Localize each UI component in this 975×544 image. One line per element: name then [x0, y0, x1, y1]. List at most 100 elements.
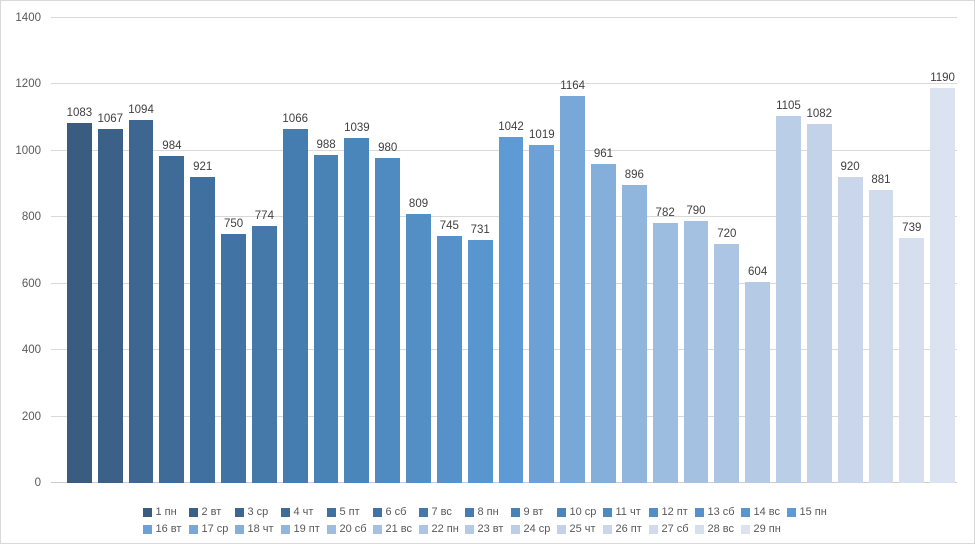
- bar-14-вс[interactable]: 731: [467, 224, 493, 483]
- legend-label: 6 сб: [385, 506, 407, 518]
- bar-value-label: 988: [316, 138, 336, 151]
- legend-item-23-вт[interactable]: 23 вт: [464, 523, 511, 536]
- bar-value-label: 1067: [97, 112, 124, 125]
- bar-value-label: 881: [871, 174, 891, 187]
- bar-value-label: 1019: [529, 128, 555, 141]
- bar-19-пт[interactable]: 896: [621, 169, 647, 483]
- bar-9-вт[interactable]: 988: [313, 139, 339, 483]
- legend-swatch: [142, 525, 152, 534]
- legend-label: 9 вт: [523, 506, 544, 518]
- legend-label: 16 вт: [155, 523, 182, 535]
- bar-25-чт[interactable]: 1082: [806, 108, 832, 483]
- legend-item-27-сб[interactable]: 27 сб: [648, 523, 695, 536]
- bar-20-сб[interactable]: 782: [652, 207, 678, 483]
- bar-value-label: 750: [223, 217, 244, 230]
- bar-26-пт[interactable]: 920: [837, 161, 863, 483]
- legend-item-1-пн[interactable]: 1 пн: [142, 506, 189, 519]
- bar-17-ср[interactable]: 1164: [560, 80, 586, 483]
- legend-item-28-вс[interactable]: 28 вс: [694, 523, 741, 536]
- legend-item-29-пн[interactable]: 29 пн: [740, 523, 787, 536]
- legend-item-24-ср[interactable]: 24 ср: [510, 523, 557, 536]
- legend-label: 17 ср: [201, 523, 229, 535]
- bar-value-label: 1066: [282, 112, 308, 125]
- legend-item-18-чт[interactable]: 18 чт: [234, 523, 281, 536]
- legend-swatch: [372, 508, 382, 517]
- bar-13-сб[interactable]: 745: [436, 220, 462, 483]
- legend-item-13-сб[interactable]: 13 сб: [694, 506, 741, 519]
- bar-29-пн[interactable]: 1190: [930, 72, 956, 483]
- legend-item-3-ср[interactable]: 3 ср: [234, 506, 281, 519]
- legend-label: 7 вс: [431, 506, 452, 518]
- legend-item-8-пн[interactable]: 8 пн: [464, 506, 511, 519]
- bar-2-вт[interactable]: 1067: [97, 113, 123, 483]
- bar-15-пн[interactable]: 1042: [498, 121, 524, 483]
- y-tick-label-0: 0: [34, 477, 41, 489]
- legend-swatch: [280, 525, 290, 534]
- legend-label: 20 сб: [339, 523, 367, 535]
- legend-item-10-ср[interactable]: 10 ср: [556, 506, 603, 519]
- legend-label: 22 пн: [431, 523, 459, 535]
- legend-item-6-сб[interactable]: 6 сб: [372, 506, 419, 519]
- bar-27-сб[interactable]: 881: [868, 174, 894, 483]
- bar-5-пт[interactable]: 921: [190, 161, 216, 483]
- bar-value-label: 790: [686, 204, 706, 217]
- legend-item-2-вт[interactable]: 2 вт: [188, 506, 235, 519]
- legend-item-17-ср[interactable]: 17 ср: [188, 523, 235, 536]
- bar-11-чт[interactable]: 980: [375, 142, 401, 483]
- legend-item-20-сб[interactable]: 20 сб: [326, 523, 373, 536]
- legend-label: 11 чт: [615, 506, 641, 518]
- bar-value-label: 1039: [344, 121, 370, 134]
- bar-28-вс[interactable]: 739: [899, 222, 925, 483]
- legend-label: 10 ср: [569, 506, 597, 518]
- legend-item-4-чт[interactable]: 4 чт: [280, 506, 327, 519]
- bar-1-пн[interactable]: 1083: [67, 107, 92, 483]
- legend-item-7-вс[interactable]: 7 вс: [418, 506, 465, 519]
- legend-label: 27 сб: [661, 523, 689, 535]
- legend-item-11-чт[interactable]: 11 чт: [602, 506, 649, 519]
- bar-10-ср[interactable]: 1039: [344, 122, 370, 483]
- legend-swatch: [418, 508, 428, 517]
- bar-value-label: 1082: [806, 107, 833, 120]
- legend-item-12-пт[interactable]: 12 пт: [648, 506, 695, 519]
- bar-23-вт[interactable]: 604: [745, 266, 771, 483]
- legend-item-14-вс[interactable]: 14 вс: [740, 506, 787, 519]
- bar-6-сб[interactable]: 750: [221, 218, 246, 483]
- bar-22-пн[interactable]: 720: [714, 228, 740, 483]
- legend-swatch: [694, 525, 704, 534]
- legend-swatch: [326, 525, 336, 534]
- bar-16-вт[interactable]: 1019: [529, 129, 555, 483]
- bar-8-пн[interactable]: 1066: [282, 113, 308, 483]
- y-tick-label-1400: 1400: [15, 12, 41, 24]
- legend-swatch: [786, 508, 796, 517]
- bar-value-label: 984: [162, 140, 182, 153]
- y-tick-label-400: 400: [21, 344, 41, 357]
- bar-12-пт[interactable]: 809: [406, 198, 431, 483]
- legend-item-16-вт[interactable]: 16 вт: [142, 523, 189, 536]
- bar-value-label: 920: [840, 161, 860, 174]
- bar-value-label: 921: [193, 161, 213, 174]
- legend: 1 пн 2 вт 3 ср 4 чт 5 пт 6 сб 7 вс 8 пн 9 вт 10 с…: [142, 506, 833, 536]
- bar-4-чт[interactable]: 984: [159, 140, 185, 483]
- y-tick-label-600: 600: [21, 277, 41, 290]
- legend-swatch: [740, 525, 750, 534]
- bar-24-ср[interactable]: 1105: [776, 100, 801, 483]
- legend-item-25-чт[interactable]: 25 чт: [556, 523, 603, 536]
- legend-item-26-пт[interactable]: 26 пт: [602, 523, 649, 536]
- legend-label: 4 чт: [293, 506, 314, 518]
- legend-swatch: [188, 508, 198, 517]
- legend-label: 14 вс: [753, 506, 781, 518]
- legend-item-9-вт[interactable]: 9 вт: [510, 506, 557, 519]
- legend-item-21-вс[interactable]: 21 вс: [372, 523, 419, 536]
- legend-item-22-пн[interactable]: 22 пн: [418, 523, 465, 536]
- bar-value-label: 739: [902, 221, 922, 234]
- bar-3-ср[interactable]: 1094: [128, 104, 154, 483]
- y-tick-label-200: 200: [21, 410, 41, 423]
- legend-item-19-пт[interactable]: 19 пт: [280, 523, 327, 536]
- bar-18-чт[interactable]: 961: [591, 148, 616, 483]
- bar-value-label: 961: [593, 147, 614, 160]
- bar-7-вс[interactable]: 774: [251, 210, 277, 483]
- bar-value-label: 980: [378, 141, 398, 154]
- legend-item-5-пт[interactable]: 5 пт: [326, 506, 373, 519]
- legend-item-15-пн[interactable]: 15 пн: [786, 506, 833, 519]
- bar-21-вс[interactable]: 790: [683, 205, 709, 483]
